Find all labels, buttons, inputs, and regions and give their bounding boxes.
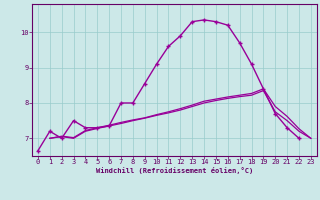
X-axis label: Windchill (Refroidissement éolien,°C): Windchill (Refroidissement éolien,°C) <box>96 167 253 174</box>
